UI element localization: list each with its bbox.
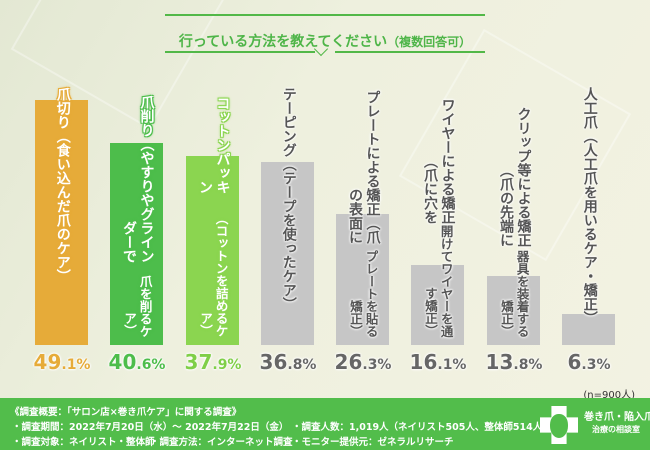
bar-label-line1: 爪削り（やすりやグラインダーで [121, 95, 155, 264]
value-label: 37.9% [173, 350, 253, 374]
bar [487, 276, 540, 345]
value-integer: 37 [184, 350, 213, 374]
bar-label-line1: プレートによる矯正（爪の表面に [347, 89, 381, 244]
title-sub: （複数回答可） [387, 35, 472, 49]
value-label: 6.3% [549, 350, 629, 374]
survey-footer: 《調査概要：「サロン店×巻き爪ケア」に関する調査》 ・調査期間：2022年7月2… [0, 398, 650, 450]
sample-size-note: (n=900人) [583, 390, 635, 401]
value-decimal: .8% [287, 357, 317, 373]
bar-category-label: テーピング（テープを使ったケア） [253, 87, 323, 337]
bar-category-label: クリップ等による矯正（爪の先端に 器具を装着する矯正） [479, 87, 549, 337]
bar [261, 161, 314, 345]
bar [336, 214, 389, 345]
bar [110, 142, 163, 345]
value-integer: 36 [259, 350, 288, 374]
survey-period: ・調査期間：2022年7月20日（水）～ 2022年7月22日（金） [12, 422, 289, 433]
value-decimal: .3% [581, 357, 611, 373]
bar-label-line1: ワイヤーによる矯正（爪に穴を [422, 97, 456, 224]
bar-category-label: ワイヤーによる矯正（爪に穴を 開けてワイヤーを通す矯正） [403, 87, 473, 337]
bar-label-line1: 爪切り（食い込んだ爪のケア） [54, 87, 71, 283]
value-integer: 6 [567, 350, 582, 374]
value-label: 40.6% [97, 350, 177, 374]
value-decimal: .1% [61, 357, 91, 373]
bar-label-line2: 開けてワイヤーを通す矯正） [423, 224, 454, 338]
bar-category-label: 爪切り（食い込んだ爪のケア） [27, 87, 97, 337]
bar [186, 156, 239, 345]
value-integer: 26 [334, 350, 363, 374]
title-bottom-rule [165, 51, 315, 53]
value-integer: 49 [33, 350, 62, 374]
title-main: 行っている方法を教えてください [178, 34, 388, 50]
value-decimal: .8% [513, 357, 543, 373]
bar [411, 264, 464, 345]
survey-provider: ・モニター提供元：ゼネラルリサーチ [292, 437, 454, 448]
bar-label-line2: （コットンを詰めるケア） [198, 212, 229, 337]
bar-category-label: 爪削り（やすりやグラインダーで爪を削るケア） [102, 87, 172, 337]
value-integer: 16 [409, 350, 438, 374]
survey-heading: 《調査概要：「サロン店×巻き爪ケア」に関する調査》 [10, 407, 242, 418]
value-label: 26.3% [323, 350, 403, 374]
value-label: 13.8% [474, 350, 554, 374]
bar [562, 313, 615, 345]
chart-title: 行っている方法を教えてください（複数回答可） [165, 14, 485, 53]
value-decimal: .6% [136, 357, 166, 373]
logo-line1: 巻き爪・陥入爪 [584, 412, 650, 423]
value-integer: 40 [108, 350, 137, 374]
value-decimal: .1% [437, 357, 467, 373]
logo-line2: 治療の相談室 [592, 425, 640, 434]
value-decimal: .3% [362, 357, 392, 373]
bar-label-line1: クリップ等による矯正（爪の先端に [498, 107, 532, 248]
value-decimal: .9% [212, 357, 242, 373]
bar-label-line1: 人工爪（人工爪を用いるケア・矯正） [581, 87, 598, 325]
foot-icon [550, 414, 568, 438]
bar-category-label: 人工爪（人工爪を用いるケア・矯正） [554, 87, 624, 337]
bar-label-line2: 爪を削るケア） [122, 274, 153, 338]
bar [35, 100, 88, 345]
bar-label-line1: コットンパッキン [197, 95, 231, 194]
survey-count: ・調査人数：1,019人（ネイリスト505人、整体師514人） [292, 422, 552, 433]
bar-label-line2: 器具を装着する矯正） [499, 249, 530, 338]
survey-method: ・調査方法：インターネット調査 [150, 437, 293, 448]
value-label: 36.8% [248, 350, 328, 374]
bar-category-label: プレートによる矯正（爪の表面にプレートを貼る矯正） [328, 87, 398, 337]
survey-target: ・調査対象：ネイリスト・整体師 [12, 437, 155, 448]
value-label: 16.1% [398, 350, 478, 374]
bar-category-label: コットンパッキン （コットンを詰めるケア） [178, 87, 248, 337]
bar-label-line1: テーピング（テープを使ったケア） [280, 87, 297, 311]
bar-label-line2: プレートを貼る矯正） [348, 249, 379, 338]
title-top-rule [165, 14, 485, 16]
value-label: 49.1% [22, 350, 102, 374]
title-bottom-rule [335, 51, 485, 53]
value-integer: 13 [485, 350, 514, 374]
